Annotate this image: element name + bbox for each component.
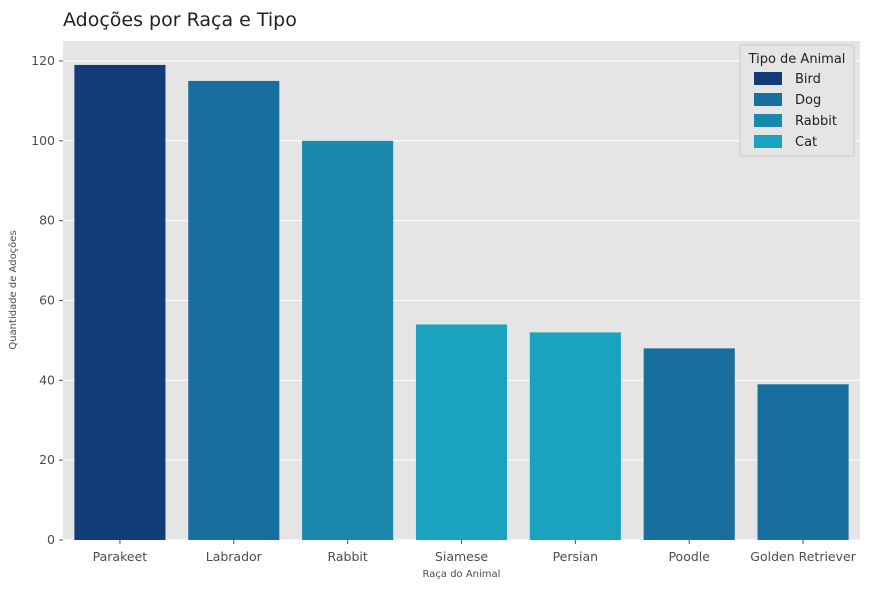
y-tick-label: 20 <box>39 452 55 467</box>
legend-label-dog: Dog <box>795 93 821 108</box>
legend-swatch-rabbit <box>754 114 782 127</box>
y-tick-label: 100 <box>31 133 55 148</box>
y-tick-label: 40 <box>39 372 55 387</box>
y-axis-label: Quantidade de Adoções <box>8 230 19 349</box>
legend-label-rabbit: Rabbit <box>795 114 837 129</box>
legend-label-bird: Bird <box>795 72 821 87</box>
y-tick-label: 60 <box>39 292 55 307</box>
bar-poodle <box>643 348 735 540</box>
bar-parakeet <box>74 64 166 541</box>
legend-entries: Bird Dog Rabbit Cat <box>754 72 837 150</box>
y-tick-label: 0 <box>47 532 55 547</box>
legend-swatch-dog <box>754 93 782 106</box>
x-tick-label: Persian <box>553 549 599 564</box>
bar-golden-retriever <box>757 384 849 540</box>
chart-title: Adoções por Raça e Tipo <box>63 9 297 31</box>
legend-swatch-bird <box>754 72 782 85</box>
x-tick-label: Parakeet <box>93 549 148 564</box>
x-tick-label: Golden Retriever <box>750 549 856 564</box>
legend: Tipo de Animal Bird Dog Rabbit Cat <box>739 44 855 157</box>
bar-persian <box>529 332 621 540</box>
y-axis-ticks: 0 20 40 60 80 100 120 <box>31 53 63 547</box>
bars <box>74 64 849 541</box>
y-tick-label: 120 <box>31 53 55 68</box>
x-axis-label: Raça do Animal <box>423 569 501 580</box>
x-axis-ticks: Parakeet Labrador Rabbit Siamese Persian Pood… <box>93 540 857 564</box>
y-tick-label: 80 <box>39 213 55 228</box>
x-tick-label: Rabbit <box>327 549 367 564</box>
x-tick-label: Siamese <box>435 549 488 564</box>
bar-rabbit <box>302 140 394 541</box>
bar-labrador <box>188 80 280 541</box>
bar-siamese <box>415 324 508 540</box>
legend-label-cat: Cat <box>795 135 817 150</box>
x-tick-label: Poodle <box>668 549 710 564</box>
legend-title: Tipo de Animal <box>748 52 846 67</box>
x-tick-label: Labrador <box>206 549 263 564</box>
legend-swatch-cat <box>754 135 782 148</box>
